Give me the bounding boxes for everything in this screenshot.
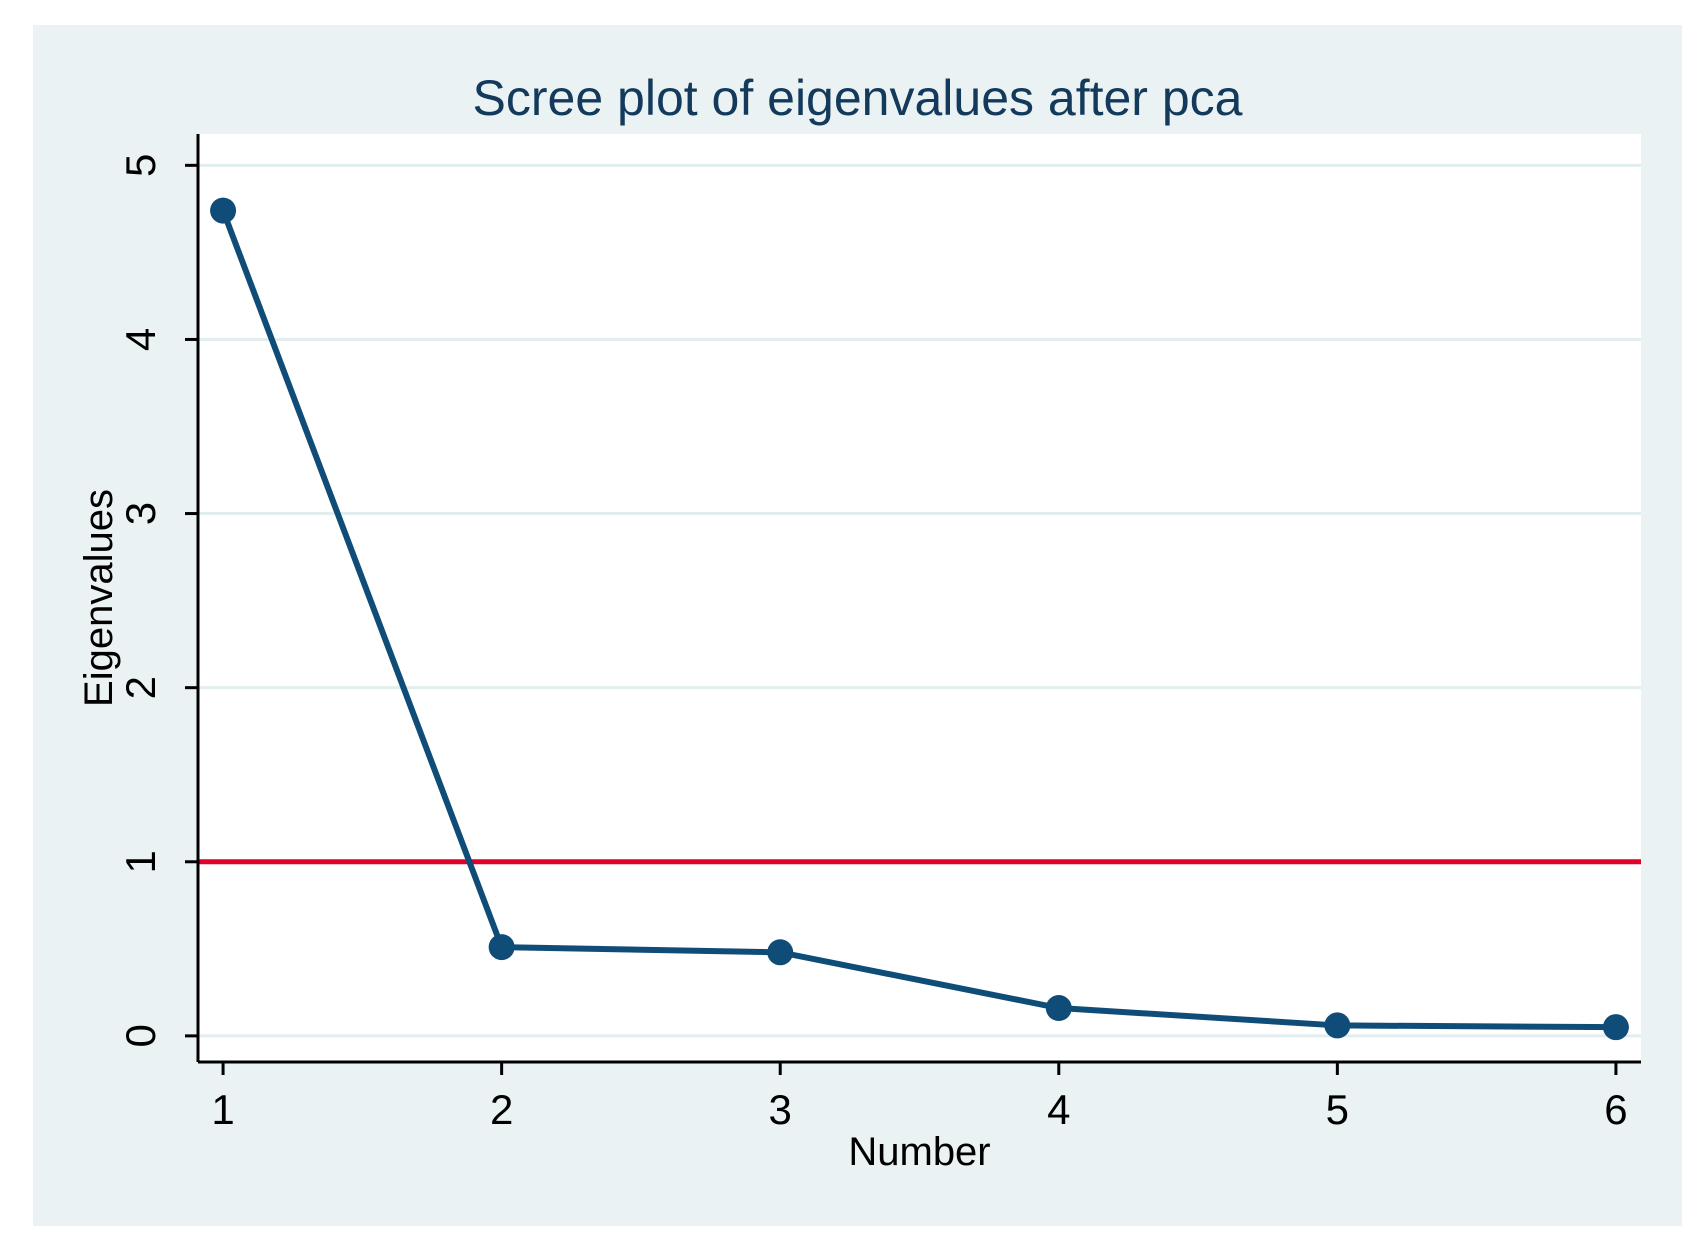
- y-tick-label-0: 0: [117, 1024, 164, 1047]
- y-tick-label-1: 1: [117, 850, 164, 873]
- x-tick-label-6: 6: [1604, 1086, 1627, 1133]
- data-point-2: [488, 934, 515, 961]
- data-point-6: [1602, 1014, 1629, 1041]
- y-tick-label-5: 5: [117, 154, 164, 177]
- data-point-3: [767, 939, 794, 966]
- x-tick-label-5: 5: [1326, 1086, 1349, 1133]
- x-tick-label-3: 3: [769, 1086, 792, 1133]
- data-point-1: [210, 197, 237, 224]
- y-tick-label-4: 4: [117, 328, 164, 351]
- chart-title: Scree plot of eigenvalues after pca: [472, 70, 1243, 126]
- x-tick-label-2: 2: [490, 1086, 513, 1133]
- data-point-4: [1045, 995, 1072, 1022]
- data-point-5: [1324, 1012, 1351, 1039]
- y-tick-label-3: 3: [117, 502, 164, 525]
- plot-background: [198, 134, 1641, 1062]
- x-axis-title: Number: [848, 1130, 990, 1174]
- eigenvalue-line: [220, 209, 1616, 1031]
- x-tick-label-1: 1: [211, 1086, 234, 1133]
- y-tick-label-2: 2: [117, 676, 164, 699]
- x-tick-label-4: 4: [1047, 1086, 1070, 1133]
- y-axis-title: Eigenvalues: [77, 489, 121, 707]
